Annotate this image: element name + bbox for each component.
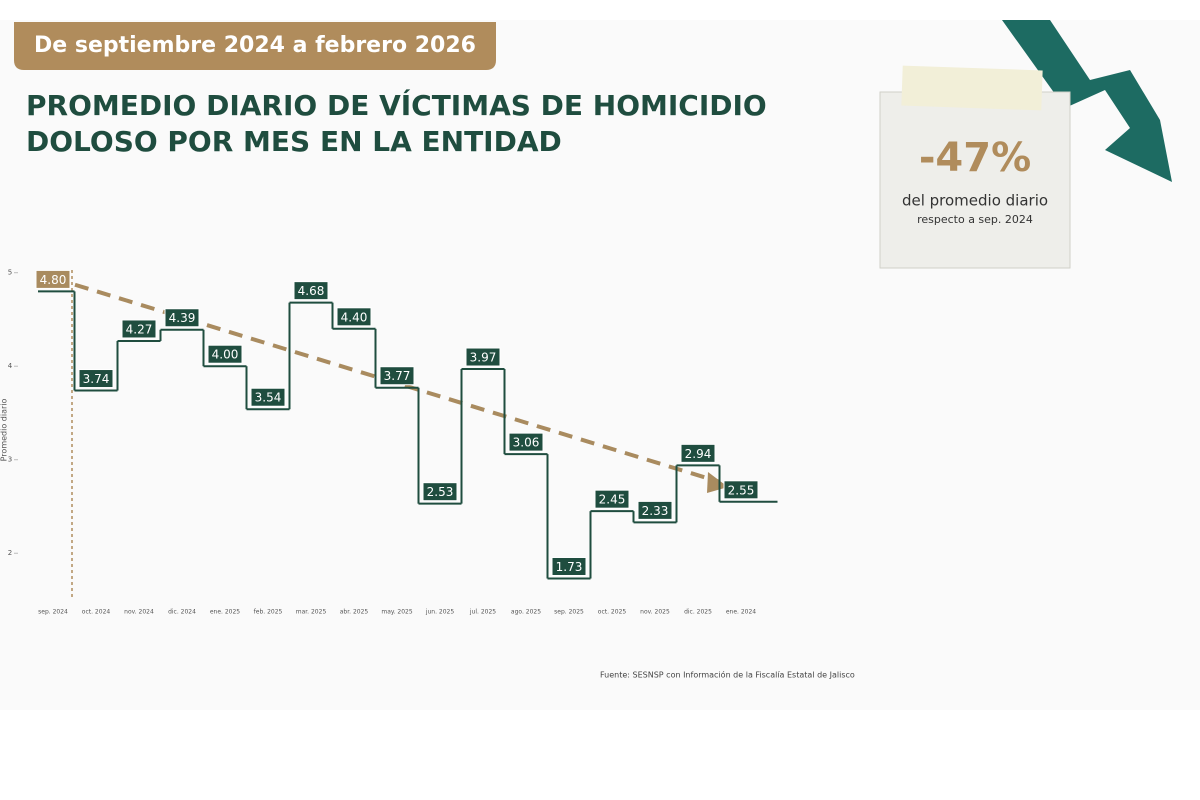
x-tick-label: jun. 2025 xyxy=(425,609,455,616)
x-tick-label: may. 2025 xyxy=(381,609,412,616)
x-tick-label: nov. 2024 xyxy=(124,609,154,616)
value-label: 3.74 xyxy=(83,372,110,386)
value-label-box xyxy=(250,387,286,407)
x-tick-label: jul. 2025 xyxy=(469,609,496,616)
value-label: 2.33 xyxy=(642,504,669,518)
y-tick-label: 2 xyxy=(8,549,12,557)
x-tick-label: mar. 2025 xyxy=(296,609,327,616)
value-label-box xyxy=(594,489,630,509)
value-label-box xyxy=(379,366,415,386)
x-tick-label: ene. 2024 xyxy=(726,609,756,616)
value-label: 3.54 xyxy=(255,391,282,405)
x-tick-label: ago. 2025 xyxy=(511,609,541,616)
source: Fuente: SESNSP con Información de la Fis… xyxy=(600,670,855,680)
value-label-box xyxy=(422,482,458,502)
x-tick-label: dic. 2025 xyxy=(684,609,712,616)
x-tick-label: ene. 2025 xyxy=(210,609,240,616)
value-label: 1.73 xyxy=(556,560,583,574)
y-tick-label: 4 xyxy=(8,362,13,370)
x-tick-label: abr. 2025 xyxy=(340,609,369,616)
card-text: respecto a sep. 2024 xyxy=(917,213,1033,226)
value-label: 2.55 xyxy=(728,483,755,497)
value-label-box xyxy=(207,344,243,364)
value-label: 2.94 xyxy=(685,447,712,461)
x-tick-label: feb. 2025 xyxy=(254,609,283,616)
value-label-box xyxy=(336,307,372,327)
value-label-box xyxy=(680,443,716,463)
value-label-box xyxy=(637,500,673,520)
x-tick-label: oct. 2024 xyxy=(82,609,111,616)
value-label: 4.00 xyxy=(212,348,239,362)
value-label: 4.68 xyxy=(298,284,325,298)
y-tick-label: 3 xyxy=(8,456,12,464)
value-label: 2.53 xyxy=(427,485,454,499)
value-label: 4.39 xyxy=(169,311,196,325)
x-tick-label: nov. 2025 xyxy=(640,609,670,616)
value-label-box xyxy=(164,308,200,328)
trend-arrowhead xyxy=(707,472,728,493)
value-label: 2.45 xyxy=(599,493,626,507)
badge-text: De septiembre 2024 a febrero 2026 xyxy=(34,33,476,58)
tape xyxy=(901,65,1043,111)
plot: 2 3 4 5 sep. 2024 4.80 oct. 2024 3.74 nov. 2024 4… xyxy=(8,269,778,616)
badge xyxy=(14,22,496,70)
x-tick-label: sep. 2024 xyxy=(38,609,68,616)
value-label-box xyxy=(293,281,329,301)
value-label-box xyxy=(465,347,501,367)
value-label-box xyxy=(35,269,71,289)
card-text: del promedio diario xyxy=(902,192,1048,210)
value-label: 4.80 xyxy=(40,273,67,287)
value-label-box xyxy=(78,369,114,389)
value-label-box xyxy=(121,319,157,339)
x-tick-label: oct. 2025 xyxy=(598,609,627,616)
value-label-box xyxy=(551,556,587,576)
arrow-icon xyxy=(1002,20,1172,182)
y-axis-label: Promedio diario xyxy=(0,399,9,462)
card-value: -47% xyxy=(919,135,1031,181)
value-label: 3.77 xyxy=(384,369,411,383)
x-tick-label: sep. 2025 xyxy=(554,609,584,616)
value-label-box xyxy=(508,432,544,452)
value-label: 4.40 xyxy=(341,310,368,324)
title-line: DOLOSO POR MES EN LA ENTIDAD xyxy=(26,125,562,158)
y-tick-label: 5 xyxy=(8,269,12,277)
x-tick-label: dic. 2024 xyxy=(168,609,196,616)
card xyxy=(879,91,1071,269)
value-label: 4.27 xyxy=(126,322,153,336)
title-line: PROMEDIO DIARIO DE VÍCTIMAS DE HOMICIDIO xyxy=(26,88,767,122)
value-label: 3.06 xyxy=(513,436,540,450)
value-label-box xyxy=(723,480,759,500)
value-label: 3.97 xyxy=(470,351,497,365)
